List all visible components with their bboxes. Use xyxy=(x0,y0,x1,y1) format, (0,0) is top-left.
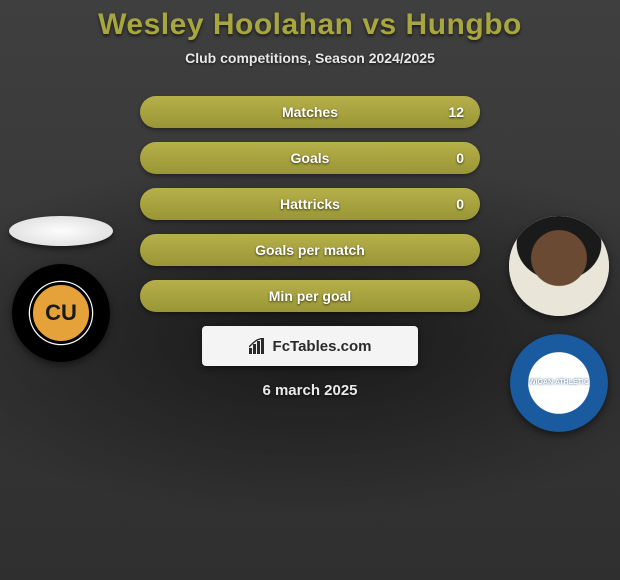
stat-bar-label: Matches xyxy=(140,96,480,128)
stat-bar-value-right: 12 xyxy=(448,96,464,128)
stats-area: CU WIGAN ATHLETIC Matches12Goals0Hattric… xyxy=(0,96,620,312)
player-right-avatar xyxy=(509,216,609,316)
stat-bars: Matches12Goals0Hattricks0Goals per match… xyxy=(140,96,480,312)
stat-bar: Goals per match xyxy=(140,234,480,266)
comparison-card: Wesley Hoolahan vs Hungbo Club competiti… xyxy=(0,0,620,399)
brand-text: FcTables.com xyxy=(273,338,372,355)
stat-bar-label: Goals per match xyxy=(140,234,480,266)
club-badge-text: CU xyxy=(30,282,92,344)
stat-bar-label: Hattricks xyxy=(140,188,480,220)
bar-chart-icon xyxy=(249,338,267,354)
player-right-club-badge: WIGAN ATHLETIC xyxy=(510,334,608,432)
player-left-avatar xyxy=(9,216,113,246)
stat-bar: Min per goal xyxy=(140,280,480,312)
avatar-face-icon xyxy=(509,216,609,316)
stat-bar-value-right: 0 xyxy=(456,188,464,220)
club-badge-text: WIGAN ATHLETIC xyxy=(529,379,589,387)
stat-bar: Matches12 xyxy=(140,96,480,128)
player-left-club-badge: CU xyxy=(12,264,110,362)
player-left-column: CU xyxy=(6,216,116,362)
stat-bar: Hattricks0 xyxy=(140,188,480,220)
player-right-column: WIGAN ATHLETIC xyxy=(504,216,614,432)
stat-bar-label: Goals xyxy=(140,142,480,174)
brand-badge: FcTables.com xyxy=(202,326,418,366)
stat-bar-value-right: 0 xyxy=(456,142,464,174)
stat-bar: Goals0 xyxy=(140,142,480,174)
subtitle: Club competitions, Season 2024/2025 xyxy=(0,50,620,66)
stat-bar-label: Min per goal xyxy=(140,280,480,312)
page-title: Wesley Hoolahan vs Hungbo xyxy=(0,8,620,42)
